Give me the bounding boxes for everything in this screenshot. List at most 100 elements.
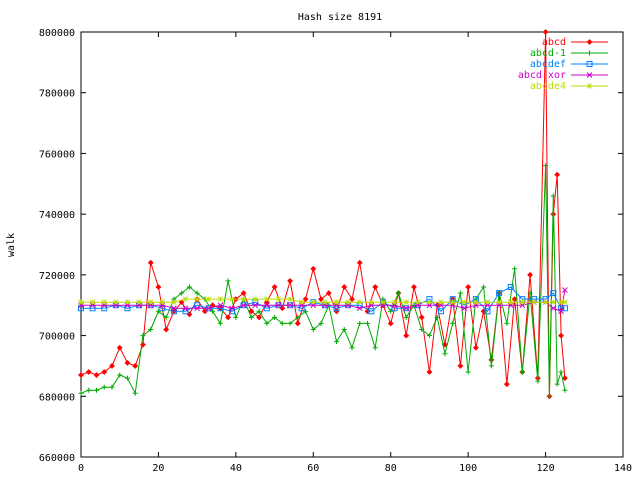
- data-point-marker: [512, 266, 518, 272]
- data-point-marker: [434, 314, 440, 320]
- legend-label: abcd-1: [530, 48, 566, 59]
- data-point-marker: [411, 284, 417, 290]
- data-point-marker: [252, 296, 258, 302]
- data-point-marker: [101, 384, 107, 390]
- data-point-marker: [507, 299, 514, 305]
- data-point-marker: [527, 290, 533, 296]
- data-point-marker: [303, 308, 309, 314]
- data-point-marker: [558, 308, 564, 315]
- data-point-marker: [263, 302, 270, 309]
- data-point-marker: [484, 299, 491, 305]
- data-point-marker: [357, 320, 363, 326]
- data-point-marker: [543, 163, 549, 169]
- series-abcd-1: [78, 163, 568, 399]
- data-point-marker: [240, 290, 247, 296]
- data-point-marker: [542, 299, 549, 305]
- y-tick-label: 720000: [39, 271, 75, 282]
- series-line: [81, 289, 566, 312]
- axes-ticks: 0 20 40 60 80 100 120 140 660000 680000 700000 7200…: [39, 28, 632, 474]
- data-point-marker: [562, 387, 568, 393]
- data-point-marker: [194, 305, 200, 312]
- series-line: [81, 286, 565, 313]
- data-point-marker: [461, 299, 468, 305]
- data-point-marker: [287, 296, 293, 302]
- data-point-marker: [496, 299, 502, 305]
- data-point-marker: [438, 308, 445, 315]
- data-point-marker: [535, 378, 541, 384]
- data-point-marker: [148, 327, 154, 332]
- data-point-marker: [473, 299, 479, 305]
- data-point-marker: [349, 345, 355, 351]
- data-point-marker: [295, 314, 301, 320]
- data-point-marker: [519, 299, 526, 305]
- data-point-marker: [403, 332, 410, 339]
- data-point-marker: [194, 290, 200, 296]
- data-point-marker: [387, 320, 394, 327]
- data-point-marker: [503, 381, 510, 388]
- data-point-marker: [240, 296, 247, 302]
- data-point-marker: [438, 299, 444, 305]
- data-point-marker: [124, 359, 131, 366]
- data-point-marker: [345, 299, 351, 305]
- data-point-marker: [182, 305, 189, 312]
- data-point-marker: [457, 290, 463, 296]
- data-point-marker: [388, 308, 394, 314]
- data-point-marker: [511, 296, 518, 303]
- x-tick-label: 100: [459, 463, 477, 474]
- data-point-marker: [318, 320, 324, 326]
- data-point-marker: [240, 302, 247, 309]
- data-point-marker: [264, 320, 270, 326]
- data-point-marker: [229, 296, 235, 302]
- legend-entry: abcd-1: [530, 48, 608, 59]
- data-point-marker: [310, 327, 316, 332]
- data-point-marker: [465, 284, 472, 290]
- legend-entry: abcd: [542, 37, 608, 48]
- data-point-marker: [256, 314, 263, 321]
- data-point-marker: [558, 369, 564, 375]
- data-point-marker: [527, 271, 534, 278]
- data-point-marker: [488, 363, 494, 369]
- data-point-marker: [179, 290, 185, 296]
- data-point-marker: [186, 284, 192, 290]
- data-point-marker: [391, 299, 398, 305]
- y-tick-label: 740000: [39, 210, 75, 221]
- data-point-marker: [586, 72, 593, 78]
- data-point-marker: [78, 390, 84, 396]
- data-point-marker: [558, 332, 564, 339]
- data-point-marker: [349, 296, 355, 303]
- data-point-marker: [302, 296, 309, 303]
- data-point-marker: [248, 308, 255, 315]
- data-point-marker: [325, 290, 332, 296]
- data-point-marker: [550, 290, 557, 297]
- data-point-marker: [461, 305, 468, 312]
- data-point-marker: [310, 299, 317, 305]
- x-tick-label: 80: [385, 463, 397, 474]
- data-point-marker: [147, 259, 154, 266]
- data-point-marker: [155, 308, 161, 314]
- chart-title: Hash size 8191: [298, 12, 382, 23]
- data-point-marker: [109, 363, 115, 369]
- legend-label: abcd xor: [518, 70, 566, 81]
- data-point-marker: [372, 345, 378, 351]
- data-point-marker: [294, 320, 301, 327]
- data-point-marker: [194, 296, 200, 302]
- data-point-marker: [78, 372, 84, 378]
- legend-label: abcdef: [530, 59, 566, 70]
- data-point-marker: [333, 308, 340, 315]
- data-point-marker: [586, 83, 593, 89]
- legend-entry: abcd xor: [518, 70, 608, 81]
- y-tick-label: 760000: [39, 149, 75, 160]
- data-point-marker: [210, 308, 216, 314]
- x-tick-label: 20: [152, 463, 164, 474]
- data-point-marker: [225, 314, 232, 321]
- data-point-marker: [318, 296, 324, 303]
- legend-entry: abcdef: [530, 59, 608, 70]
- data-point-marker: [465, 369, 471, 375]
- data-point-marker: [124, 299, 131, 305]
- data-point-marker: [264, 296, 270, 302]
- data-point-marker: [271, 284, 278, 290]
- x-tick-label: 60: [307, 463, 319, 474]
- data-point-marker: [85, 369, 92, 375]
- data-point-marker: [356, 299, 363, 305]
